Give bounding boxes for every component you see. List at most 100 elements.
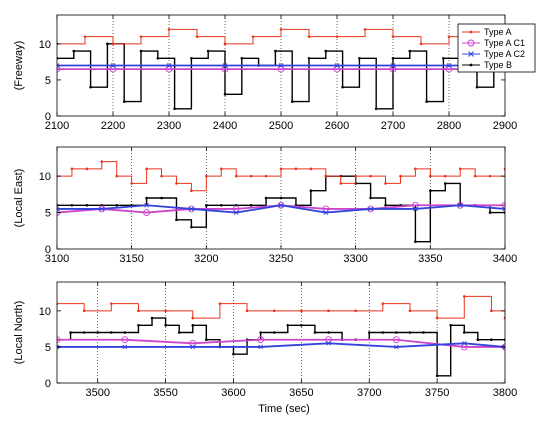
series-type-a-point — [490, 309, 493, 313]
series-type-a-point — [251, 35, 255, 38]
series-type-a-c2-point — [233, 210, 239, 215]
series-type-a-point — [419, 42, 423, 46]
series-type-a-c2-point — [190, 344, 196, 350]
x-tick-label: 3100 — [45, 253, 69, 265]
series-type-b-line — [57, 43, 505, 110]
series-type-a-c2-point — [502, 344, 505, 350]
x-tick-label: 3300 — [343, 253, 367, 265]
series-type-b-point — [381, 331, 385, 334]
series-type-a-point — [324, 174, 328, 178]
x-tick-label: 3400 — [493, 253, 517, 265]
series-type-a-c2-point — [446, 63, 452, 68]
series-type-a-point — [234, 174, 238, 178]
series-type-b-point — [122, 100, 126, 103]
series-type-b-point — [274, 49, 277, 53]
series-type-b-point — [190, 225, 193, 229]
series-type-a-c2-point — [390, 63, 396, 68]
x-tick-label: 3650 — [289, 387, 313, 399]
x-tick-label: 3250 — [269, 253, 293, 265]
series-type-a-c2-point — [110, 63, 116, 68]
axes-frame — [56, 281, 506, 384]
series-type-a-line — [57, 161, 505, 192]
x-tick-label: 3600 — [221, 387, 245, 399]
series-type-a-point — [195, 35, 199, 38]
x-tick-label: 2400 — [213, 120, 237, 132]
panel-local-north: 3500 3550 3600 3650 3700 3750 3800 0 5 10 (Local N… — [13, 281, 517, 399]
series-type-b-point — [442, 56, 445, 60]
series-type-b-point — [96, 331, 100, 334]
series-type-b-point — [367, 331, 371, 334]
series-type-b-point — [72, 49, 76, 53]
series-group — [57, 295, 505, 378]
y-tick-label: 10 — [39, 306, 51, 318]
series-type-b-point — [309, 189, 313, 193]
series-type-a-point — [219, 167, 223, 171]
series-type-b-point — [286, 323, 290, 327]
series-type-a-point — [399, 174, 402, 178]
series-type-b-point — [490, 338, 493, 342]
series-type-a-point — [414, 167, 417, 171]
legend-entry-type-a: Type A — [462, 27, 512, 37]
series-type-a-c2-point — [57, 206, 60, 212]
series-type-a-point — [327, 309, 330, 313]
series-type-a-c2-point — [334, 63, 340, 68]
series-type-a-c2-point — [368, 206, 373, 212]
series-type-a-point — [115, 174, 119, 178]
series-type-b-point — [85, 203, 89, 207]
series-type-b-point — [488, 211, 492, 214]
series-type-a-c2-point — [394, 344, 399, 350]
y-tick-label: 5 — [45, 342, 51, 354]
series-type-a-point — [473, 174, 477, 178]
series-type-a-point — [294, 167, 298, 171]
series-type-b-point — [205, 203, 208, 207]
series-type-b-line — [57, 175, 505, 243]
series-type-a-point — [391, 35, 395, 38]
series-type-a-c1-point — [57, 65, 61, 73]
y-axis-label: (Local North) — [13, 301, 25, 365]
series-type-b-point — [414, 240, 417, 244]
x-tick-label: 2100 — [45, 120, 69, 132]
x-tick-label: 2700 — [381, 120, 405, 132]
series-type-b-point — [82, 331, 86, 334]
series-type-a-point — [191, 316, 195, 320]
series-type-b-point — [223, 93, 227, 96]
series-type-b-point — [369, 196, 372, 200]
series-type-a-c2-point — [189, 206, 194, 212]
series-type-a-c1-line — [57, 338, 505, 348]
series-type-a-point — [218, 302, 222, 305]
series-type-a-c2-point — [278, 63, 284, 68]
y-tick-label: 0 — [45, 378, 51, 390]
series-type-a-point — [70, 167, 74, 171]
legend-label-type-a-c2: Type A C2 — [484, 49, 525, 59]
x-tick-label: 3200 — [194, 253, 218, 265]
series-type-b-point — [160, 196, 163, 200]
series-type-a-point — [245, 309, 249, 313]
series-type-b-point — [290, 100, 294, 103]
legend-label-type-a-c1: Type A C1 — [484, 38, 525, 48]
series-type-a-c2-point — [502, 206, 505, 212]
series-type-a-point — [369, 174, 372, 178]
series-type-a-point — [339, 182, 343, 185]
series-type-a-c2-point — [258, 344, 263, 350]
series-type-a-c1-point — [501, 201, 505, 209]
series-type-b-point — [408, 331, 412, 334]
series-type-a-point — [110, 302, 113, 305]
series-type-b-point — [259, 331, 262, 334]
series-type-a-c1-point — [121, 336, 129, 344]
series-type-b-point — [110, 331, 113, 334]
series-type-a-c2-point — [457, 202, 463, 208]
x-tick-label: 3550 — [153, 387, 177, 399]
series-type-b-point — [300, 323, 303, 327]
series-type-a-point — [435, 316, 439, 320]
series-type-a-line — [57, 28, 505, 45]
series-type-b-point — [272, 331, 276, 334]
y-tick-label: 10 — [39, 39, 51, 51]
series-type-b-point — [429, 189, 432, 193]
series-type-a-point — [223, 42, 227, 46]
series-type-b-point — [219, 203, 223, 207]
x-tick-label: 2900 — [493, 120, 517, 132]
series-type-b-point — [313, 331, 317, 334]
series-type-a-c2-point — [144, 202, 149, 208]
series-type-b-point — [307, 56, 311, 60]
series-type-b-point — [240, 56, 244, 60]
